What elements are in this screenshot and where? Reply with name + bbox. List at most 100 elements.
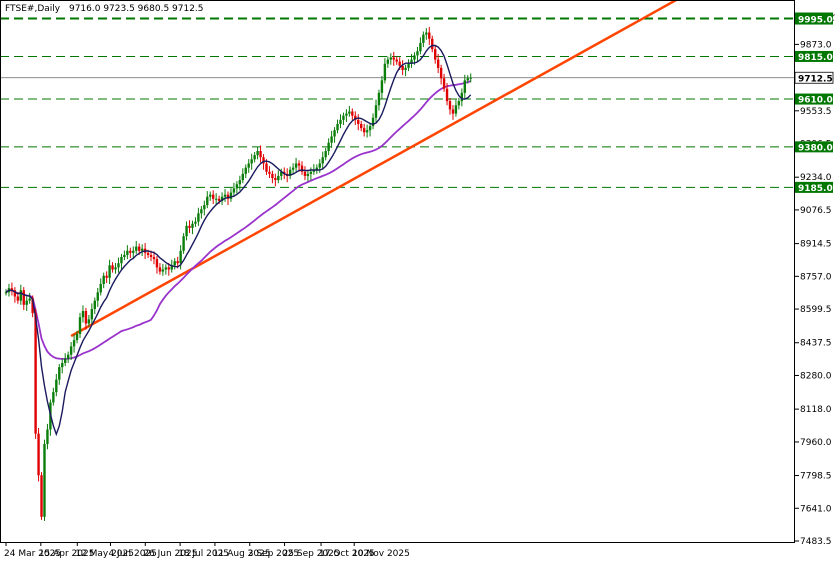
x-tick-label: 12 May 2025: [75, 549, 134, 559]
candle-body: [212, 194, 215, 199]
candle-body: [256, 151, 259, 156]
candle-body: [93, 300, 96, 309]
candle-body: [336, 123, 339, 131]
candle-body: [209, 194, 212, 197]
candle-body: [321, 157, 324, 164]
candle-body: [16, 296, 20, 301]
candle-body: [232, 188, 236, 193]
candle-body: [185, 225, 188, 237]
candle-body: [188, 225, 191, 228]
ohlc-values: 9716.0 9723.5 9680.5 9712.5: [68, 4, 204, 14]
candle-body: [223, 194, 227, 197]
candle-body: [407, 63, 410, 68]
candle-body: [401, 65, 404, 70]
candle-body: [105, 275, 108, 278]
y-tick-label: 8599.5: [800, 305, 832, 315]
candle-body: [425, 32, 428, 35]
candle-body: [250, 159, 253, 164]
candle-body: [360, 123, 363, 129]
candle-body: [19, 290, 22, 301]
candle-body: [377, 92, 381, 106]
y-tick-label: 8280.0: [800, 371, 832, 381]
candle-body: [428, 32, 431, 39]
candle-body: [214, 198, 218, 200]
candle-body: [129, 250, 132, 253]
y-tick-label: 7483.5: [800, 537, 832, 547]
candle-body: [155, 259, 159, 268]
x-tick-label: 4 Jun 2025: [108, 549, 156, 559]
candle-body: [422, 34, 425, 43]
candle-body: [81, 311, 85, 318]
candle-body: [120, 257, 123, 264]
candle-body: [140, 248, 144, 251]
candle-body: [25, 300, 28, 305]
candle-body: [99, 284, 102, 293]
x-tick-label: 10 Nov 2025: [352, 549, 410, 559]
candle-body: [167, 267, 170, 270]
trendline-line: [70, 0, 679, 338]
candle-body: [345, 113, 348, 116]
y-tick-label: 7798.5: [800, 472, 832, 482]
x-tick-label: 24 Mar 2025: [4, 549, 61, 559]
candle-body: [191, 223, 194, 228]
candle-body: [135, 246, 138, 251]
candle-body: [439, 67, 443, 79]
y-tick-label: 8437.5: [800, 339, 832, 349]
candle-body: [419, 42, 422, 52]
candle-body: [203, 205, 206, 210]
candle-body: [247, 163, 250, 168]
candle-body: [182, 236, 185, 251]
candle-body: [362, 128, 366, 133]
slow-moving-average: [5, 80, 471, 360]
fast-moving-average: [5, 44, 472, 437]
candle-body: [22, 290, 25, 305]
candle-body: [78, 317, 82, 334]
trendline: [70, 0, 679, 338]
candle-body: [238, 180, 242, 185]
candle-body: [31, 298, 34, 314]
y-tick-label: 9234.0: [800, 173, 832, 183]
candle-body: [431, 38, 434, 50]
level-badge: [795, 181, 833, 193]
candle-body: [318, 163, 321, 168]
candle-body: [303, 171, 307, 176]
candle-body: [454, 105, 458, 114]
candle-body: [333, 130, 336, 137]
candle-body: [161, 269, 165, 272]
candle-body: [460, 92, 464, 102]
y-tick-label: 7641.0: [800, 504, 832, 514]
candle-body: [436, 59, 440, 68]
candle-body: [217, 198, 221, 201]
candle-body: [365, 130, 369, 133]
candle-body: [117, 263, 120, 268]
candle-body: [173, 261, 176, 266]
candle-body: [315, 167, 318, 170]
candle-body: [383, 63, 387, 81]
candle-body: [66, 354, 70, 359]
candle-body: [463, 80, 466, 93]
y-tick-label: 7960.0: [800, 438, 832, 448]
candle-body: [152, 257, 156, 260]
candle-body: [442, 78, 446, 89]
x-tick-label: 11 Aug 2025: [213, 549, 271, 559]
candle-body: [288, 169, 292, 176]
candle-body: [200, 209, 203, 214]
candle-body: [368, 126, 372, 131]
candle-body: [280, 171, 283, 176]
candle-body: [158, 267, 162, 272]
current-price-badge: [794, 71, 834, 84]
y-tick-label: 8118.0: [800, 405, 832, 415]
x-tick-label: 25 Sep 2025: [283, 549, 340, 559]
candle-body: [300, 165, 304, 172]
candle-body: [37, 433, 40, 476]
candle-body: [445, 88, 449, 102]
candle-body: [448, 101, 452, 110]
candle-body: [324, 151, 327, 158]
candle-body: [312, 169, 316, 172]
candle-body: [271, 173, 274, 179]
candle-body: [13, 290, 17, 297]
level-badge-label: 9995.0: [798, 16, 833, 26]
candle-body: [451, 109, 455, 114]
candle-body: [176, 261, 179, 264]
